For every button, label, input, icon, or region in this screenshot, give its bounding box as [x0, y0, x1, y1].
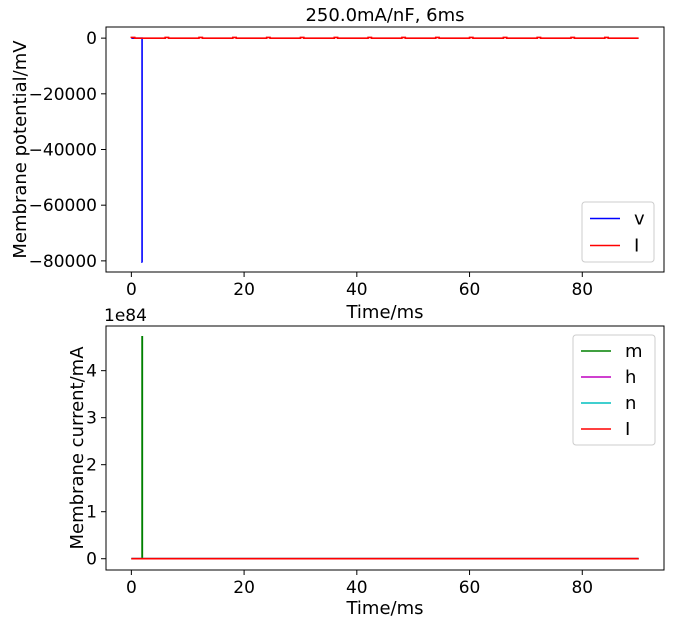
x-tick-label: 20: [233, 280, 255, 300]
potential-chart: 250.0mA/nF, 6ms 0 20 40 60 80 0 −20000 −40000 −6…: [10, 5, 665, 323]
x-axis-label: Time/ms: [345, 598, 423, 619]
legend-label-v: v: [634, 209, 645, 230]
legend-label-m: m: [625, 341, 643, 362]
x-tick-label: 60: [459, 578, 481, 598]
y-tick-label: 4: [86, 362, 97, 382]
legend-label-I: I: [625, 419, 630, 440]
axes: 0 20 40 60 80 0 1 2 3 4: [86, 325, 665, 598]
series-line-m-0: [131, 336, 639, 560]
x-tick-label: 60: [459, 280, 481, 300]
legend: vI: [581, 201, 655, 263]
plot-area: [131, 336, 639, 560]
plot-frame: [105, 325, 665, 571]
x-tick-label: 0: [126, 578, 137, 598]
plot-area: [130, 36, 639, 264]
axes: 0 20 40 60 80 0 −20000 −40000 −60000 −80000: [29, 26, 665, 300]
plot-frame: [105, 26, 665, 273]
legend-label-n: n: [625, 393, 636, 414]
legend-box: [572, 334, 656, 446]
y-tick-label: 0: [86, 550, 97, 570]
y-tick-label: −60000: [29, 196, 97, 216]
legend-label-h: h: [625, 367, 636, 388]
y-tick-label: −20000: [29, 85, 97, 105]
y-tick-label: −80000: [29, 252, 97, 272]
current-chart: 0 20 40 60 80 0 1 2 3 4 1e84 Time/ms Membrane cur…: [67, 306, 665, 619]
legend-box: [581, 201, 655, 263]
x-tick-label: 80: [571, 280, 593, 300]
x-tick-label: 40: [346, 578, 368, 598]
y-axis-label: Membrane potential/mV: [10, 40, 31, 259]
y-tick-label: 1: [86, 503, 97, 523]
y-tick-label: 3: [86, 409, 97, 429]
x-tick-label: 0: [126, 280, 137, 300]
series-line-I-1: [130, 36, 639, 39]
y-axis-label: Membrane current/mA: [67, 346, 88, 550]
legend-label-I: I: [634, 236, 639, 257]
y-tick-label: 2: [86, 456, 97, 476]
y-tick-label: 0: [86, 29, 97, 49]
x-axis-label: Time/ms: [345, 302, 423, 323]
x-tick-label: 80: [571, 578, 593, 598]
y-axis-offset-text: 1e84: [104, 306, 147, 326]
y-tick-label: −40000: [29, 141, 97, 161]
x-tick-label: 40: [346, 280, 368, 300]
chart-title: 250.0mA/nF, 6ms: [305, 5, 464, 26]
x-tick-label: 20: [233, 578, 255, 598]
series-line-v-0: [131, 37, 143, 264]
